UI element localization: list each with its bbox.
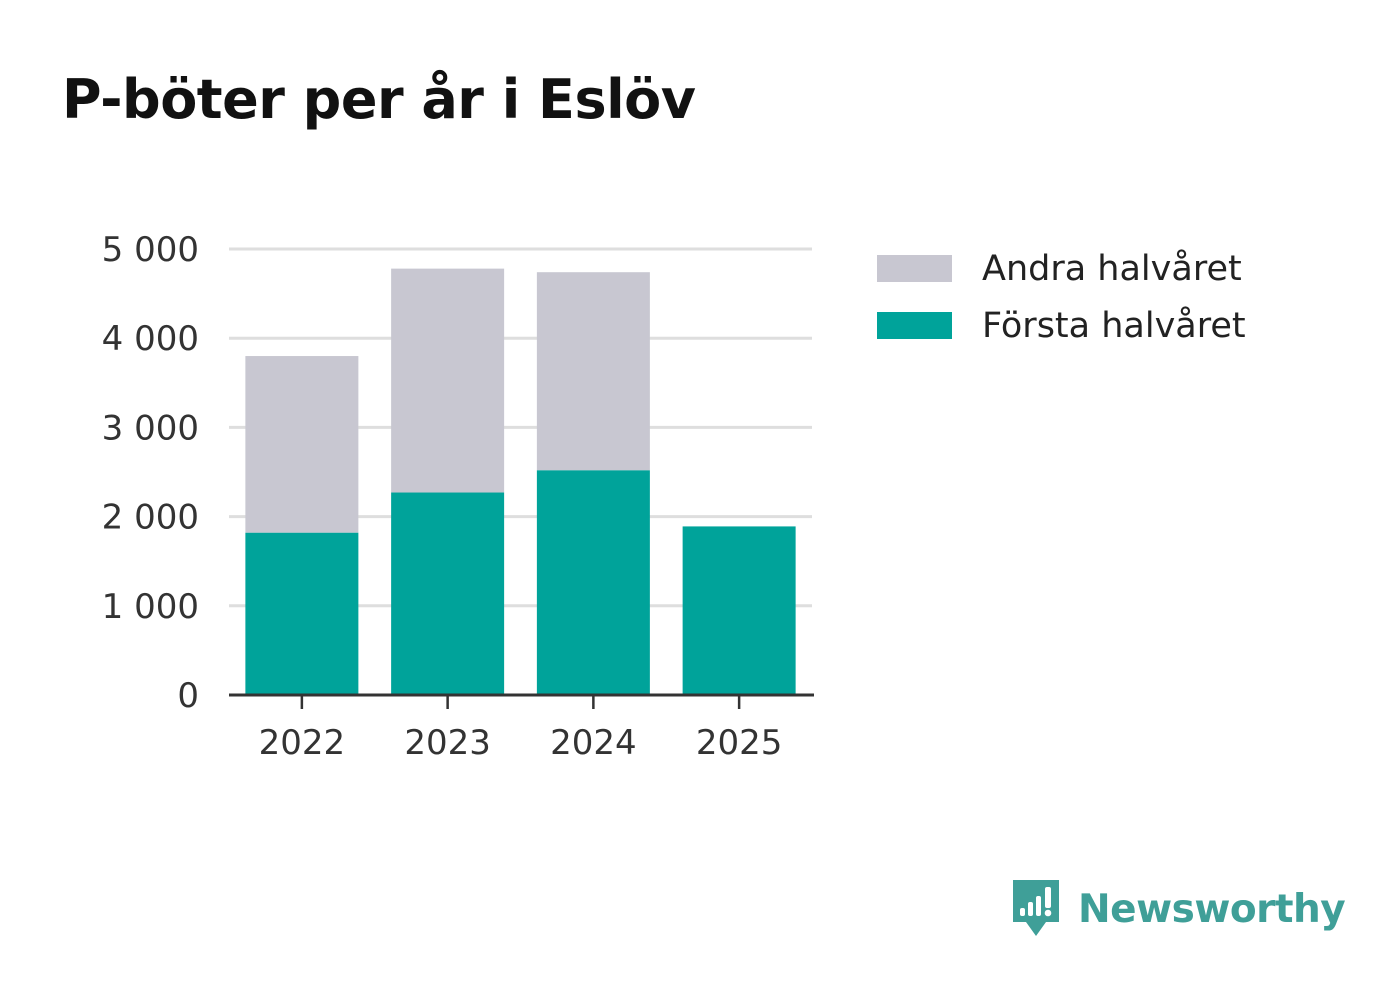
bar-2022-forsta xyxy=(245,532,359,695)
bar-2024-andra xyxy=(536,272,650,471)
brand-name: Newsworthy xyxy=(1078,886,1346,932)
bar-2023-andra xyxy=(391,268,505,493)
chart-title: P-böter per år i Eslöv xyxy=(62,68,696,131)
x-tick-label: 2024 xyxy=(550,723,637,763)
axes: 0 1 000 2 000 3 000 4 000 5 000 2022 2023 2024 20… xyxy=(102,230,814,763)
bar-2022-andra xyxy=(245,356,359,533)
x-tick-label: 2023 xyxy=(404,723,491,763)
legend-swatch-forsta xyxy=(877,312,952,339)
newsworthy-logo-icon xyxy=(1013,880,1059,936)
legend-label-forsta: Första halvåret xyxy=(982,305,1246,346)
bar-2024-forsta xyxy=(536,470,650,695)
y-tick-label: 4 000 xyxy=(102,319,199,359)
legend-label-andra: Andra halvåret xyxy=(982,248,1242,289)
x-tick-label: 2022 xyxy=(259,723,346,763)
y-tick-label: 5 000 xyxy=(102,230,199,270)
y-tick-label: 2 000 xyxy=(102,498,199,538)
legend: Andra halvåret Första halvåret xyxy=(877,240,1246,354)
y-tick-label: 0 xyxy=(177,676,199,716)
y-tick-label: 3 000 xyxy=(102,408,199,448)
bar-2025-forsta xyxy=(682,526,796,695)
x-tick-label: 2025 xyxy=(696,723,783,763)
bar-chart: 0 1 000 2 000 3 000 4 000 5 000 2022 2023 2024 20… xyxy=(102,230,814,763)
y-tick-label: 1 000 xyxy=(102,587,199,627)
legend-item-forsta: Första halvåret xyxy=(877,297,1246,354)
legend-swatch-andra xyxy=(877,255,952,282)
bar-2023-forsta xyxy=(391,492,505,695)
newsworthy-brand: Newsworthy xyxy=(1010,878,1346,940)
bars xyxy=(245,268,796,695)
legend-item-andra: Andra halvåret xyxy=(877,240,1246,297)
